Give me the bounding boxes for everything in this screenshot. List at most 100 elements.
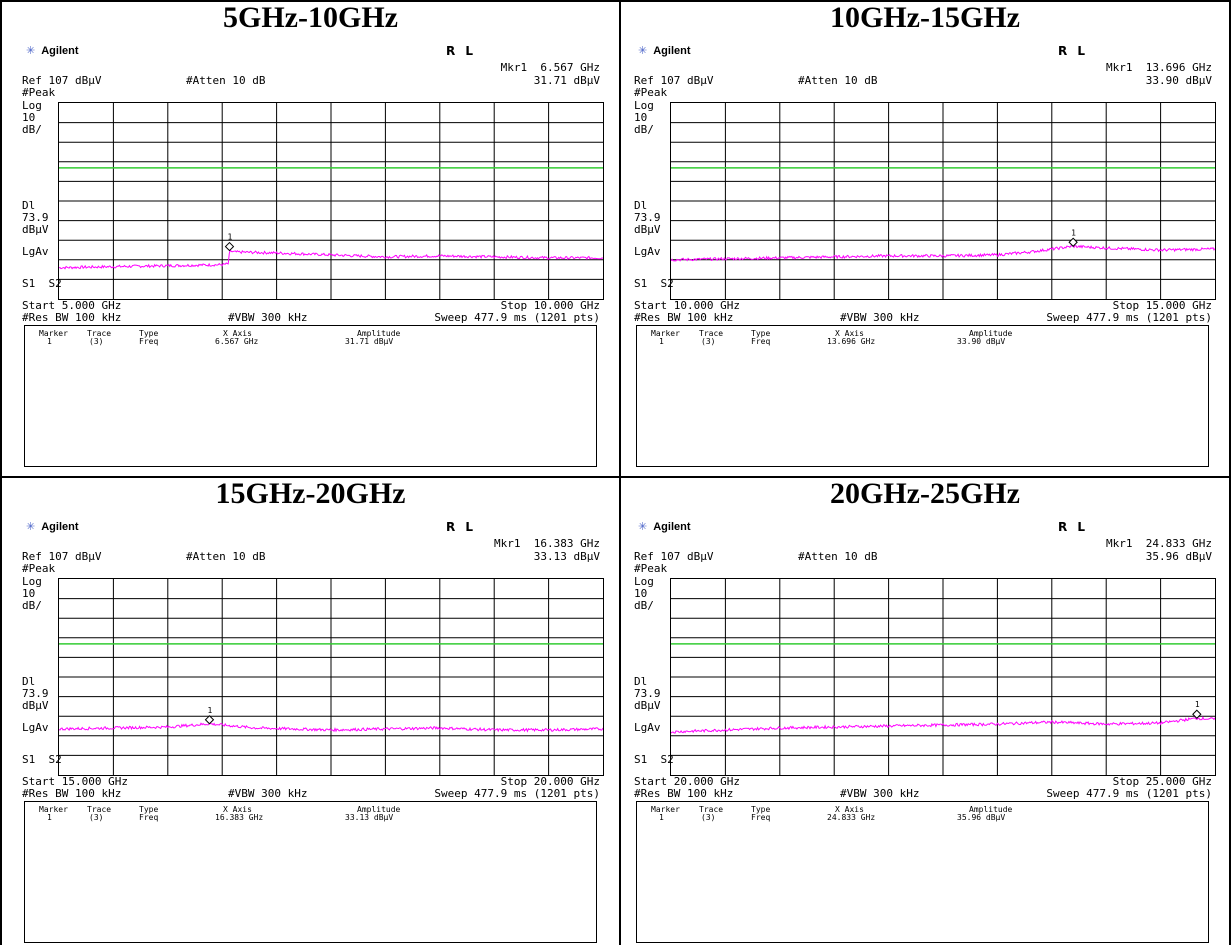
marker-readout-amp: 35.96 dBμV <box>1145 550 1212 563</box>
table-border-middle <box>619 0 621 945</box>
spectrum-plot: 1 <box>671 103 1215 299</box>
stop-frequency: Stop 20.000 GHz <box>500 775 600 788</box>
display-line-unit: dBμV <box>22 223 49 236</box>
marker-table: Marker Trace Type X Axis Amplitude 1 (3)… <box>24 801 597 943</box>
resolution-bandwidth: #Res BW 100 kHz <box>634 311 734 324</box>
brand-logo: ✳ Agilent <box>26 44 79 57</box>
resolution-bandwidth: #Res BW 100 kHz <box>634 787 734 800</box>
marker-table: Marker Trace Type X Axis Amplitude 1 (3)… <box>636 325 1209 467</box>
col-header-x-axis: X Axis <box>835 329 864 338</box>
analyzer-panel: ✳ Agilent R L Mkr1 16.383 GHz Ref 107 dBμ… <box>18 518 604 943</box>
cell-amplitude: 35.96 dBμV <box>957 813 1006 822</box>
cell-type: Freq <box>751 337 771 346</box>
cell-marker: 1 <box>659 337 664 346</box>
scale-unit-label: dB/ <box>22 123 42 136</box>
analyzer-screenshot: ✳ Agilent R L Mkr1 6.567 GHz Ref 107 dBμV… <box>18 42 604 467</box>
display-line-label: Dl <box>22 199 36 212</box>
resolution-bandwidth: #Res BW 100 kHz <box>22 311 122 324</box>
plot-area: 1 <box>58 578 604 776</box>
spectrum-plot: 1 <box>59 579 603 775</box>
display-line-value: 73.9 <box>22 211 49 224</box>
start-frequency: Start 15.000 GHz <box>22 775 128 788</box>
panel-title: 15GHz-20GHz <box>215 477 406 510</box>
table-border-top <box>0 0 1231 2</box>
brand-logo: ✳ Agilent <box>26 520 79 533</box>
col-header-x-axis: X Axis <box>223 805 252 814</box>
marker-label: 1 <box>1195 700 1200 709</box>
stop-frequency: Stop 15.000 GHz <box>1112 299 1212 312</box>
scale-log-label: Log <box>634 99 654 112</box>
start-frequency: Start 5.000 GHz <box>22 299 122 312</box>
scale-unit-label: dB/ <box>634 599 654 612</box>
scale-div-label: 10 <box>22 111 36 124</box>
scale-div-label: 10 <box>634 587 648 600</box>
cell-x-axis: 16.383 GHz <box>215 813 264 822</box>
col-header-marker: Marker <box>651 329 680 338</box>
scale-unit-label: dB/ <box>634 123 654 136</box>
spectrum-trace <box>671 716 1215 734</box>
display-line-value: 73.9 <box>22 687 49 700</box>
col-header-trace: Trace <box>699 805 724 814</box>
s1-s2-label: S1 S2 <box>22 753 62 766</box>
display-line-label: Dl <box>634 199 648 212</box>
cell-type: Freq <box>139 813 159 822</box>
brand-logo: ✳ Agilent <box>638 520 691 533</box>
stop-frequency: Stop 10.000 GHz <box>500 299 600 312</box>
cell-x-axis: 24.833 GHz <box>827 813 876 822</box>
cell-trace: (3) <box>701 813 716 822</box>
video-bandwidth: #VBW 300 kHz <box>840 787 920 800</box>
ref-level: Ref 107 dBμV <box>22 74 102 87</box>
marker-readout-freq: Mkr1 6.567 GHz <box>500 61 600 74</box>
marker-table: Marker Trace Type X Axis Amplitude 1 (3)… <box>636 801 1209 943</box>
col-header-amplitude: Amplitude <box>357 805 401 814</box>
plot-area: 1 <box>58 102 604 300</box>
s1-s2-label: S1 S2 <box>634 753 674 766</box>
mode-indicator: R L <box>446 520 477 534</box>
display-line-unit: dBμV <box>22 699 49 712</box>
analyzer-screenshot: ✳ Agilent R L Mkr1 13.696 GHz Ref 107 dBμ… <box>630 42 1216 467</box>
col-header-x-axis: X Axis <box>835 805 864 814</box>
agilent-spark-icon: ✳ <box>638 521 648 533</box>
plot-area: 1 <box>670 578 1216 776</box>
col-header-marker: Marker <box>39 805 68 814</box>
mode-indicator: R L <box>1058 44 1089 58</box>
spectrum-trace <box>59 248 603 270</box>
scale-div-label: 10 <box>22 587 36 600</box>
detector-label: #Peak <box>22 562 56 575</box>
video-bandwidth: #VBW 300 kHz <box>840 311 920 324</box>
cell-type: Freq <box>751 813 771 822</box>
attenuation: #Atten 10 dB <box>186 550 266 563</box>
marker-readout-amp: 33.13 dBμV <box>533 550 600 563</box>
analyzer-screenshot: ✳ Agilent R L Mkr1 24.833 GHz Ref 107 dBμ… <box>630 518 1216 943</box>
average-label: LgAv <box>22 245 49 258</box>
col-header-trace: Trace <box>87 329 112 338</box>
cell-amplitude: 33.90 dBμV <box>957 337 1006 346</box>
marker-diamond <box>1192 709 1202 719</box>
col-header-amplitude: Amplitude <box>969 329 1013 338</box>
video-bandwidth: #VBW 300 kHz <box>228 311 308 324</box>
col-header-amplitude: Amplitude <box>969 805 1013 814</box>
col-header-marker: Marker <box>651 805 680 814</box>
brand-name: Agilent <box>653 45 691 57</box>
spectrum-plot: 1 <box>671 579 1215 775</box>
brand-name: Agilent <box>41 521 79 533</box>
spectrum-trace <box>671 244 1215 262</box>
agilent-spark-icon: ✳ <box>638 45 648 57</box>
sweep-time: Sweep 477.9 ms (1201 pts) <box>1046 787 1212 800</box>
spectrum-trace <box>59 722 603 733</box>
marker-label: 1 <box>207 706 212 715</box>
start-frequency: Start 20.000 GHz <box>634 775 740 788</box>
col-header-amplitude: Amplitude <box>357 329 401 338</box>
s1-s2-label: S1 S2 <box>22 277 62 290</box>
cell-type: Freq <box>139 337 159 346</box>
col-header-marker: Marker <box>39 329 68 338</box>
table-border-right <box>1229 0 1231 945</box>
marker-table: Marker Trace Type X Axis Amplitude 1 (3)… <box>24 325 597 467</box>
average-label: LgAv <box>634 721 661 734</box>
detector-label: #Peak <box>22 86 56 99</box>
analyzer-panel: ✳ Agilent R L Mkr1 24.833 GHz Ref 107 dBμ… <box>630 518 1216 943</box>
marker-readout-freq: Mkr1 13.696 GHz <box>1106 61 1212 74</box>
stop-frequency: Stop 25.000 GHz <box>1112 775 1212 788</box>
marker-label: 1 <box>227 233 232 242</box>
scale-log-label: Log <box>22 575 42 588</box>
